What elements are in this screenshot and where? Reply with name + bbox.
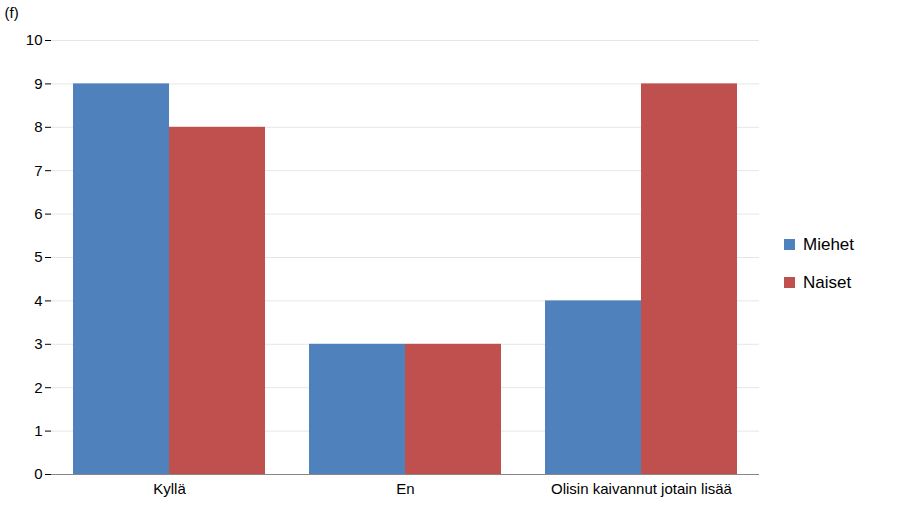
svg-text:5: 5: [34, 248, 42, 265]
svg-text:7: 7: [34, 161, 42, 178]
svg-text:8: 8: [34, 118, 42, 135]
svg-text:4: 4: [34, 291, 42, 308]
svg-text:3: 3: [34, 335, 42, 352]
svg-text:(f): (f): [5, 4, 19, 21]
svg-text:En: En: [396, 480, 414, 497]
svg-text:9: 9: [34, 74, 42, 91]
svg-text:6: 6: [34, 204, 42, 221]
svg-text:Kyllä: Kyllä: [153, 480, 186, 497]
svg-text:10: 10: [26, 31, 43, 48]
svg-text:Olisin kaivannut jotain lisää: Olisin kaivannut jotain lisää: [551, 480, 733, 497]
svg-text:0: 0: [34, 465, 42, 482]
html-text:Naiset: Naiset: [803, 272, 852, 292]
html-text:Miehet: Miehet: [803, 234, 854, 254]
svg-text:2: 2: [34, 378, 42, 395]
svg-text:1: 1: [34, 421, 42, 438]
